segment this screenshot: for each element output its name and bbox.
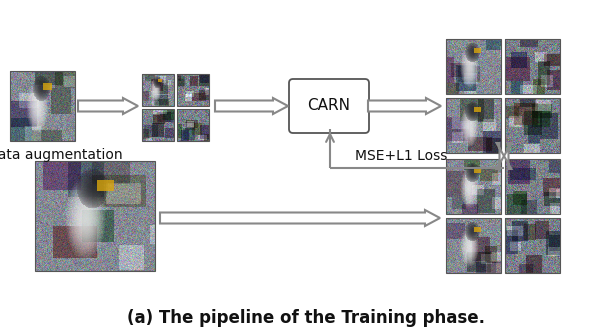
Bar: [446, 39, 501, 94]
Bar: [446, 218, 501, 273]
Polygon shape: [160, 210, 440, 226]
Bar: [35, 161, 155, 271]
Text: Data augmentation: Data augmentation: [0, 148, 123, 162]
Bar: [446, 159, 501, 214]
Bar: [142, 74, 174, 106]
Bar: [505, 98, 560, 153]
Bar: [177, 74, 209, 106]
Bar: [505, 218, 560, 273]
Polygon shape: [78, 98, 138, 114]
Bar: [10, 71, 75, 141]
Polygon shape: [215, 98, 288, 114]
Text: MSE+L1 Loss: MSE+L1 Loss: [355, 149, 447, 163]
FancyBboxPatch shape: [289, 79, 369, 133]
Text: (a) The pipeline of the Training phase.: (a) The pipeline of the Training phase.: [127, 309, 485, 327]
Text: CARN: CARN: [307, 98, 351, 114]
Bar: [505, 39, 560, 94]
Bar: [505, 159, 560, 214]
Bar: [142, 109, 174, 141]
Polygon shape: [368, 98, 441, 114]
Bar: [177, 109, 209, 141]
Polygon shape: [496, 143, 512, 169]
Bar: [446, 98, 501, 153]
